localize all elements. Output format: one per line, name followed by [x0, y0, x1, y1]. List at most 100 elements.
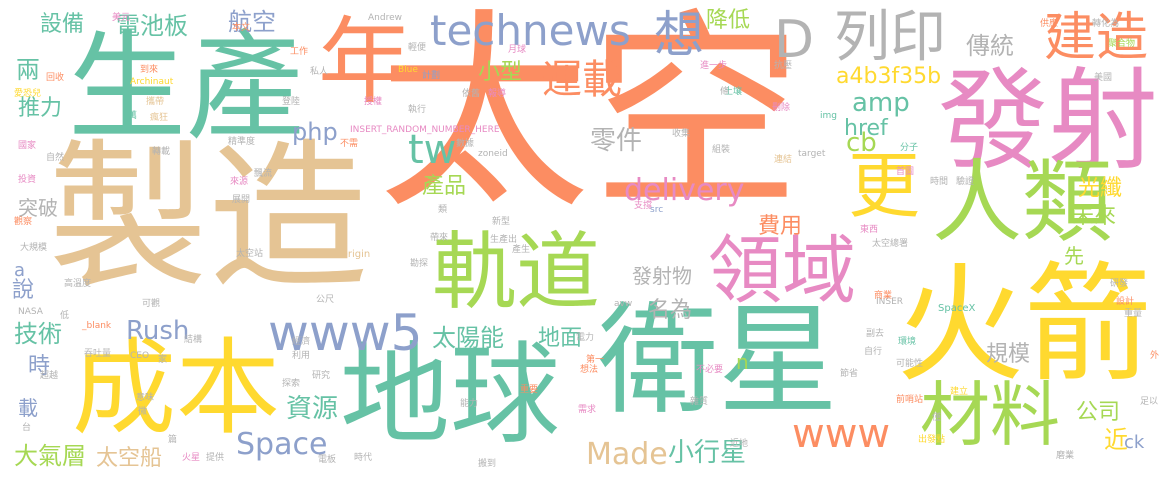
- word-renlei: 人類: [932, 150, 1112, 255]
- word-a4b3f35b: a4b3f35b: [836, 64, 942, 89]
- word-tiny: 產生: [512, 245, 531, 255]
- word-amp: amp: [852, 88, 910, 118]
- word-daqiceng: 大氣層: [14, 442, 86, 470]
- word-tiny: 土壤: [724, 87, 743, 97]
- word-tiny: 驗證: [956, 177, 975, 187]
- word-shebei: 設備: [40, 12, 85, 37]
- word-geng: 更: [848, 144, 921, 228]
- word-tiny: 授權: [364, 97, 383, 107]
- word-tiny: 微: [138, 407, 148, 417]
- word-tiny: 登陸: [282, 97, 301, 107]
- word-tiny: 萬: [128, 111, 138, 121]
- word-lingyu: 領域: [708, 228, 856, 314]
- word-liang: 兩: [16, 56, 40, 84]
- word-nasa: NASA: [18, 307, 43, 317]
- word-tiny: 研發: [1110, 279, 1129, 289]
- word-tiny: 大規模: [20, 243, 48, 253]
- word-tiny: 環境: [898, 337, 917, 347]
- word-zhizao: 製造: [48, 124, 369, 311]
- word-tiny: 足以: [1140, 397, 1159, 407]
- word-weilai: 未來: [1072, 204, 1117, 229]
- word-tiny: 到來: [140, 65, 159, 75]
- word-guimo: 規模: [986, 342, 1031, 367]
- word-tiny: 愛恐兒: [14, 89, 42, 99]
- word-tiny: 搬到: [478, 459, 497, 469]
- word-ceo: CEO: [130, 351, 150, 361]
- word-tiny: 意味: [136, 393, 155, 403]
- word-tiny: 家: [158, 355, 168, 365]
- word-feiyong: 費用: [758, 214, 803, 239]
- word-tiny: 探索: [282, 379, 301, 389]
- word-xiaoxing: 小型: [478, 60, 523, 85]
- word-tiny: 火星: [182, 453, 201, 463]
- word-tiny: 勘探: [410, 259, 429, 269]
- word-andrew: Andrew: [368, 13, 402, 23]
- word-tiny: 公尺: [316, 295, 335, 305]
- word-chuantong: 傳統: [966, 32, 1014, 60]
- word-blue: Blue: [398, 65, 418, 75]
- word-spacex: SpaceX: [938, 303, 976, 314]
- word-tiny: 高溫度: [64, 279, 92, 289]
- word-xiaoxingxing: 小行星: [668, 438, 747, 468]
- word-tiny: 私人: [310, 67, 329, 77]
- word-nian: 年: [318, 8, 413, 117]
- word-jianzao: 建造: [1044, 8, 1149, 68]
- word-tiny: 設計: [1116, 297, 1135, 307]
- word-shuo: 說: [12, 278, 35, 303]
- word-tiny: 商業: [874, 291, 893, 301]
- word-tiny: 來源: [230, 177, 249, 187]
- word-tiny: 首圖: [896, 167, 915, 177]
- word-tiny: 報導: [488, 89, 507, 99]
- word-tiny: 精準度: [228, 137, 256, 147]
- word-dimian: 地面: [538, 326, 583, 351]
- word-tiny: 計劃: [422, 71, 441, 81]
- word-tiny: 支撐: [634, 201, 653, 211]
- word-tiny: 第一: [586, 355, 605, 365]
- word-href: href: [844, 116, 888, 141]
- word-tiny: 研究: [312, 371, 331, 381]
- word-tiny: 吞吐量: [84, 349, 112, 359]
- word-origin: Origin: [340, 249, 371, 260]
- word-xiang: 想: [654, 6, 704, 64]
- word-tiny: 進一步: [700, 61, 728, 71]
- word-chengben: 成本: [72, 327, 281, 449]
- word-tuili: 推力: [18, 96, 63, 121]
- word-tiny: 帶來: [430, 233, 449, 243]
- word-tiny: 條: [720, 87, 730, 97]
- word-tiny: 東西: [860, 225, 879, 235]
- word-blank: _blank: [82, 321, 112, 331]
- word-tiny: 月球: [508, 45, 527, 55]
- word-php: php: [292, 118, 338, 146]
- word-tiny: 刪除: [772, 103, 791, 113]
- word-tiny: 組裝: [712, 145, 731, 155]
- word-tiny: 副去: [866, 329, 885, 339]
- word-delivery: delivery: [624, 173, 745, 208]
- word-lieyin: 列印: [834, 5, 946, 70]
- word-tiny: 生產出: [490, 235, 518, 245]
- word-gongsi: 公司: [1076, 400, 1121, 425]
- word-d: D: [774, 10, 815, 70]
- word-tiny: 想法: [580, 365, 599, 375]
- word-jishu: 技術: [14, 320, 62, 348]
- word-tiny: 依舊: [462, 89, 481, 99]
- word-tiny: 瘋狂: [150, 113, 169, 123]
- word-huojian: 火箭: [896, 251, 1153, 400]
- word-tiny: 建立: [950, 387, 969, 397]
- word-tiny: 僅: [932, 413, 942, 423]
- word-tupo: 突破: [18, 196, 58, 220]
- word-www5: www5: [268, 304, 423, 362]
- word-inser: INSER: [876, 297, 904, 307]
- word-tiny: 台: [22, 423, 32, 433]
- word-jin: 近: [1104, 426, 1128, 454]
- word-tiny: 執行: [408, 105, 427, 115]
- word-tiny: 節省: [840, 369, 859, 379]
- word-tiny: 電板: [318, 455, 337, 465]
- word-tiny: 近地: [730, 439, 749, 449]
- word-tiny: 新型: [492, 217, 511, 227]
- word-lingjian: 零件: [590, 126, 643, 156]
- word-tiny: 需求: [578, 405, 597, 415]
- word-tiny: 磨業: [1056, 451, 1075, 461]
- word-hangkong: 航空: [228, 8, 276, 36]
- word-rush: Rush: [126, 316, 190, 346]
- word-dianchiban: 電池板: [116, 12, 188, 40]
